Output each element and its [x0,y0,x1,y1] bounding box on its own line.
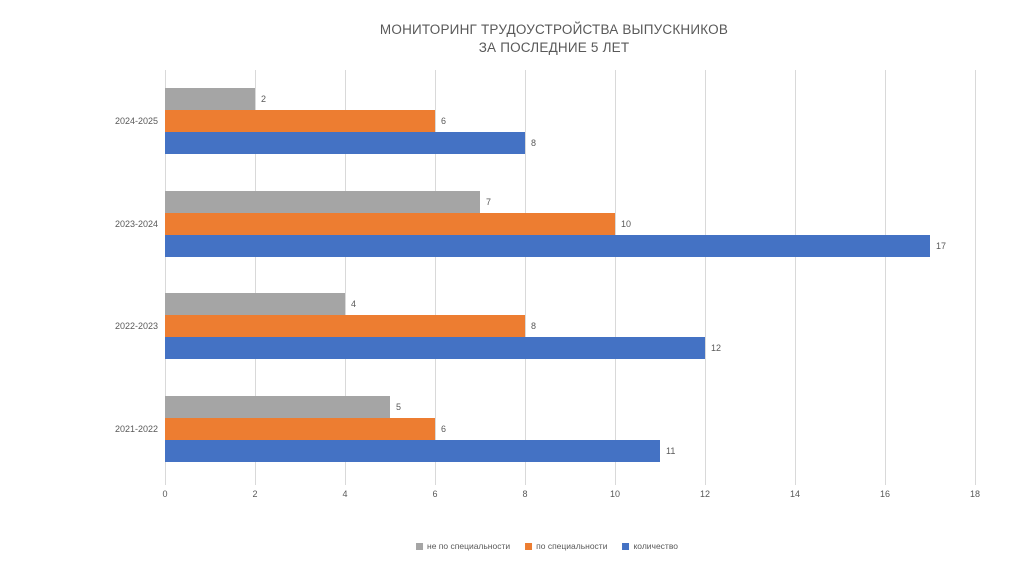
data-label: 5 [396,401,402,412]
legend-marker-icon [525,542,533,550]
gridline [255,70,256,485]
legend: не по специальности по специальности колич… [416,541,678,551]
bar-ne-po-specialnosti [165,88,255,111]
data-label: 12 [711,343,722,354]
x-axis-tick-label: 8 [522,489,528,499]
legend-marker-icon [416,542,424,550]
bar-ne-po-specialnosti [165,395,390,418]
bar-po-specialnosti [165,417,435,440]
x-axis-tick-label: 12 [699,489,711,499]
x-axis-tick-label: 4 [342,489,348,499]
legend-item: количество [622,541,678,551]
chart-title-line2: ЗА ПОСЛЕДНИЕ 5 ЛЕТ [478,40,630,55]
bar-kolichestvo [165,439,660,462]
bar-ne-po-specialnosti [165,293,345,316]
legend-item: не по специальности [416,541,510,551]
gridline [165,70,166,485]
category-label: 2024-2025 [114,116,158,127]
data-label: 6 [441,423,447,434]
data-label: 17 [936,240,947,251]
gridline [525,70,526,485]
x-axis-tick-label: 6 [432,489,438,499]
x-axis-tick-label: 2 [252,489,258,499]
legend-item: по специальности [525,541,607,551]
data-label: 10 [621,218,632,229]
chart-title-line1: МОНИТОРИНГ ТРУДОУСТРОЙСТВА ВЫПУСКНИКОВ [379,22,729,37]
legend-marker-icon [622,542,630,550]
data-label: 11 [666,445,676,456]
legend-label: по специальности [536,541,608,551]
data-label: 2 [261,94,267,105]
gridline [795,70,796,485]
gridline [705,70,706,485]
bar-kolichestvo [165,234,930,257]
bar-kolichestvo [165,337,705,360]
bar-kolichestvo [165,132,525,155]
x-axis-tick-label: 10 [609,489,621,499]
gridline [975,70,976,485]
data-label: 7 [486,196,492,207]
data-label: 8 [531,138,537,149]
x-axis-tick-label: 18 [969,489,981,499]
x-axis-tick-label: 14 [789,489,801,499]
bar-po-specialnosti [165,212,615,235]
data-label: 6 [441,116,447,127]
gridline [615,70,616,485]
category-label: 2023-2024 [114,218,158,229]
legend-label: количество [633,541,678,551]
data-label: 8 [531,321,537,332]
x-axis-tick-label: 16 [879,489,891,499]
bar-po-specialnosti [165,110,435,133]
gridline [885,70,886,485]
gridline [345,70,346,485]
data-label: 4 [351,299,357,310]
category-label: 2022-2023 [114,321,158,332]
x-axis-tick-label: 0 [162,489,168,499]
legend-label: не по специальности [427,541,511,551]
chart-title: МОНИТОРИНГ ТРУДОУСТРОЙСТВА ВЫПУСКНИКОВ З… [380,21,728,57]
bar-ne-po-specialnosti [165,190,480,213]
category-label: 2021-2022 [114,423,158,434]
gridline [435,70,436,485]
bar-po-specialnosti [165,315,525,338]
